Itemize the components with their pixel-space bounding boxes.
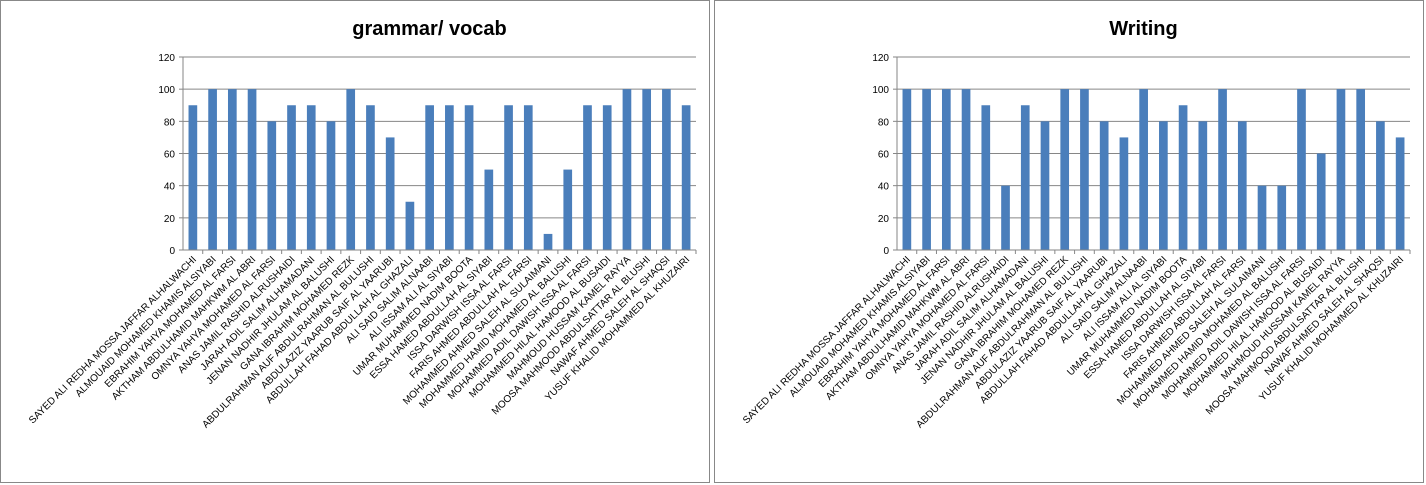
bar — [247, 89, 257, 251]
chart-title: Writing — [1109, 18, 1178, 40]
bar — [662, 89, 671, 251]
bar — [385, 137, 395, 250]
bar — [208, 89, 217, 251]
bar — [1159, 121, 1168, 250]
bar — [267, 121, 277, 250]
bar — [1277, 185, 1287, 250]
y-tick-label: 20 — [878, 214, 890, 225]
y-tick-label: 80 — [878, 117, 890, 128]
y-tick-label: 100 — [872, 85, 889, 96]
bar — [464, 105, 474, 250]
bar — [1395, 137, 1405, 250]
bar — [543, 233, 553, 250]
bar — [1356, 89, 1366, 251]
y-tick-label: 60 — [164, 150, 176, 161]
bar — [583, 105, 592, 250]
bar — [563, 169, 573, 250]
y-tick-label: 40 — [164, 182, 176, 193]
bar — [922, 89, 931, 251]
bar — [1297, 89, 1306, 251]
bar — [1178, 105, 1188, 250]
bar — [445, 105, 454, 250]
bar — [1119, 137, 1129, 250]
bar — [366, 105, 375, 250]
bar — [1376, 121, 1385, 250]
bar — [227, 89, 237, 251]
bar — [1336, 89, 1346, 251]
y-tick-label: 40 — [878, 182, 890, 193]
bar — [188, 105, 198, 250]
bar — [1139, 89, 1148, 251]
bar — [405, 201, 415, 250]
bar — [425, 105, 434, 250]
bar — [1237, 121, 1247, 250]
bar — [642, 89, 652, 251]
bar — [1001, 185, 1010, 250]
bar — [504, 105, 513, 250]
bar — [602, 105, 612, 250]
bar — [1198, 121, 1208, 250]
bar — [1080, 89, 1089, 251]
bar — [941, 89, 951, 251]
bar — [1040, 121, 1050, 250]
bar — [1218, 89, 1227, 251]
bar — [306, 105, 316, 250]
bar — [523, 105, 533, 250]
bar — [1257, 185, 1267, 250]
y-tick-label: 0 — [883, 246, 889, 257]
bar — [961, 89, 971, 251]
bar — [1099, 121, 1109, 250]
y-tick-label: 120 — [872, 53, 889, 64]
y-tick-label: 120 — [158, 53, 175, 64]
bar — [622, 89, 632, 251]
bar — [1316, 153, 1326, 250]
bar — [326, 121, 336, 250]
y-tick-label: 100 — [158, 85, 175, 96]
bar — [902, 89, 912, 251]
y-tick-label: 0 — [169, 246, 175, 257]
bar — [346, 89, 356, 251]
bar — [1020, 105, 1030, 250]
chart-title: grammar/ vocab — [352, 18, 507, 40]
bar — [981, 105, 991, 250]
bar — [681, 105, 691, 250]
y-tick-label: 80 — [164, 117, 176, 128]
y-tick-label: 20 — [164, 214, 176, 225]
bar — [287, 105, 296, 250]
y-tick-label: 60 — [878, 150, 890, 161]
bar — [484, 169, 494, 250]
bar — [1060, 89, 1070, 251]
